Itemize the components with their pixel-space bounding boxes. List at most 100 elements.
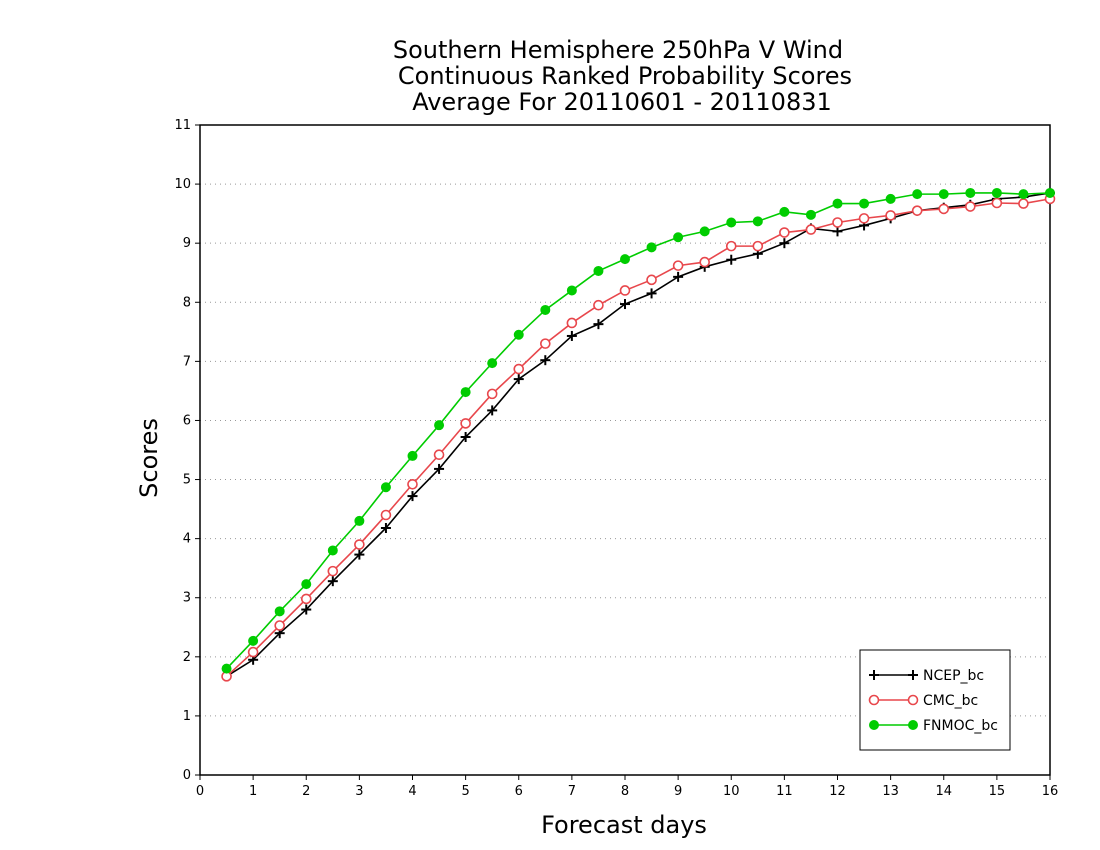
x-tick-label-14: 14 (935, 784, 952, 799)
data-point-fnmoc-bc-26 (912, 189, 923, 200)
data-point-fnmoc-bc-23 (832, 198, 843, 209)
data-point-fnmoc-bc-5 (354, 515, 365, 526)
data-point-ncep-bc-8 (434, 463, 445, 474)
data-point-fnmoc-bc-11 (513, 329, 524, 340)
data-point-cmc-bc-9 (460, 418, 471, 429)
legend-label-fnmoc-bc: FNMOC_bc (923, 718, 998, 734)
y-tick-label-4: 4 (183, 532, 191, 547)
data-point-fnmoc-bc-25 (885, 193, 896, 204)
data-point-fnmoc-bc-27 (938, 189, 949, 200)
y-tick-label-0: 0 (183, 768, 191, 783)
data-point-cmc-bc-16 (646, 274, 657, 286)
legend-label-cmc-bc: CMC_bc (923, 693, 978, 709)
chart-title: Southern Hemisphere 250hPa V Wind Contin… (393, 36, 852, 116)
y-tick-label-7: 7 (183, 354, 191, 369)
y-tick-label-8: 8 (183, 295, 191, 310)
data-point-fnmoc-bc-8 (434, 420, 445, 431)
data-point-fnmoc-bc-30 (1018, 189, 1029, 200)
x-tick-label-8: 8 (621, 784, 629, 799)
data-point-cmc-bc-4 (327, 565, 339, 577)
x-tick-label-10: 10 (723, 784, 740, 799)
data-point-cmc-bc-2 (274, 620, 285, 631)
data-point-ncep-bc-16 (646, 288, 657, 299)
series-line-ncep-bc (226, 192, 1051, 677)
legend-entry-ncep-bc: NCEP_bc (869, 668, 984, 684)
data-point-fnmoc-bc-10 (487, 358, 498, 369)
x-tick-label-3: 3 (355, 784, 363, 799)
data-point-fnmoc-bc-22 (805, 209, 816, 220)
y-tick-label-1: 1 (183, 709, 191, 724)
data-point-fnmoc-bc-12 (540, 304, 551, 315)
data-point-fnmoc-bc-19 (726, 217, 737, 228)
data-point-fnmoc-bc-2 (274, 606, 285, 617)
x-tick-label-9: 9 (674, 784, 682, 799)
legend-entry-fnmoc-bc: FNMOC_bc (869, 718, 998, 734)
data-point-fnmoc-bc-9 (460, 387, 471, 398)
data-point-ncep-bc-15 (620, 299, 630, 310)
data-point-fnmoc-bc-28 (965, 187, 976, 198)
data-point-cmc-bc-25 (885, 210, 896, 221)
data-point-fnmoc-bc-6 (380, 482, 391, 493)
series-fnmoc-bc (221, 187, 1055, 674)
data-point-cmc-bc-7 (407, 478, 418, 490)
legend-marker-right-ncep-bc (908, 670, 918, 680)
data-point-cmc-bc-18 (699, 256, 710, 268)
y-tick-label-5: 5 (183, 473, 191, 488)
data-point-cmc-bc-8 (433, 449, 445, 461)
data-point-cmc-bc-15 (619, 285, 631, 296)
x-tick-label-7: 7 (568, 784, 576, 799)
data-point-fnmoc-bc-7 (407, 450, 418, 461)
data-point-ncep-bc-3 (301, 604, 312, 615)
data-point-cmc-bc-10 (486, 388, 498, 400)
data-point-cmc-bc-20 (752, 240, 764, 252)
data-point-ncep-bc-23 (832, 226, 843, 237)
data-point-ncep-bc-12 (540, 355, 551, 366)
title-line-2: Continuous Ranked Probability Scores (398, 62, 852, 90)
y-axis-ticks: 0 1 2 3 4 5 6 7 8 9 10 11 (174, 118, 200, 783)
data-point-cmc-bc-28 (965, 201, 976, 212)
data-point-fnmoc-bc-17 (673, 232, 684, 243)
data-point-cmc-bc-29 (991, 197, 1003, 209)
legend-label-ncep-bc: NCEP_bc (923, 668, 984, 684)
series-layer (221, 187, 1056, 682)
x-tick-label-6: 6 (515, 784, 523, 799)
data-point-cmc-bc-19 (725, 240, 737, 252)
data-point-fnmoc-bc-24 (859, 198, 870, 209)
data-point-fnmoc-bc-16 (646, 242, 657, 253)
data-point-cmc-bc-23 (832, 217, 843, 228)
data-point-cmc-bc-5 (354, 539, 365, 550)
series-cmc-bc (221, 193, 1056, 682)
data-point-ncep-bc-17 (673, 271, 684, 282)
data-point-cmc-bc-26 (911, 205, 923, 216)
data-point-cmc-bc-11 (513, 363, 525, 375)
y-tick-label-2: 2 (183, 650, 191, 665)
data-point-ncep-bc-14 (593, 319, 604, 330)
title-line-1: Southern Hemisphere 250hPa V Wind (393, 36, 843, 64)
legend: NCEP_bc CMC_bc FNMOC_bc (859, 649, 1011, 751)
x-tick-label-5: 5 (461, 784, 469, 799)
data-point-ncep-bc-5 (354, 549, 365, 560)
data-point-fnmoc-bc-13 (566, 285, 577, 296)
data-point-cmc-bc-1 (247, 646, 259, 658)
x-tick-label-15: 15 (989, 784, 1006, 799)
data-point-cmc-bc-6 (380, 509, 392, 521)
title-line-3: Average For 20110601 - 20110831 (412, 88, 832, 116)
x-tick-label-11: 11 (776, 784, 793, 799)
y-axis-label: Scores (135, 418, 163, 498)
data-point-ncep-bc-10 (487, 405, 498, 416)
data-point-cmc-bc-14 (593, 299, 604, 311)
legend-marker-right-cmc-bc (907, 694, 919, 706)
series-ncep-bc (221, 187, 1055, 682)
y-tick-label-3: 3 (183, 591, 191, 606)
data-point-fnmoc-bc-14 (593, 265, 604, 276)
data-point-fnmoc-bc-18 (699, 226, 710, 237)
x-tick-label-4: 4 (408, 784, 416, 799)
data-point-cmc-bc-12 (540, 338, 551, 349)
x-axis-ticks: 0 1 2 3 4 5 6 7 8 9 10 11 12 13 14 15 16 (196, 775, 1058, 799)
data-point-cmc-bc-21 (779, 227, 790, 238)
data-point-cmc-bc-22 (805, 224, 817, 235)
data-point-fnmoc-bc-20 (752, 216, 763, 227)
x-tick-label-2: 2 (302, 784, 310, 799)
x-tick-label-0: 0 (196, 784, 204, 799)
